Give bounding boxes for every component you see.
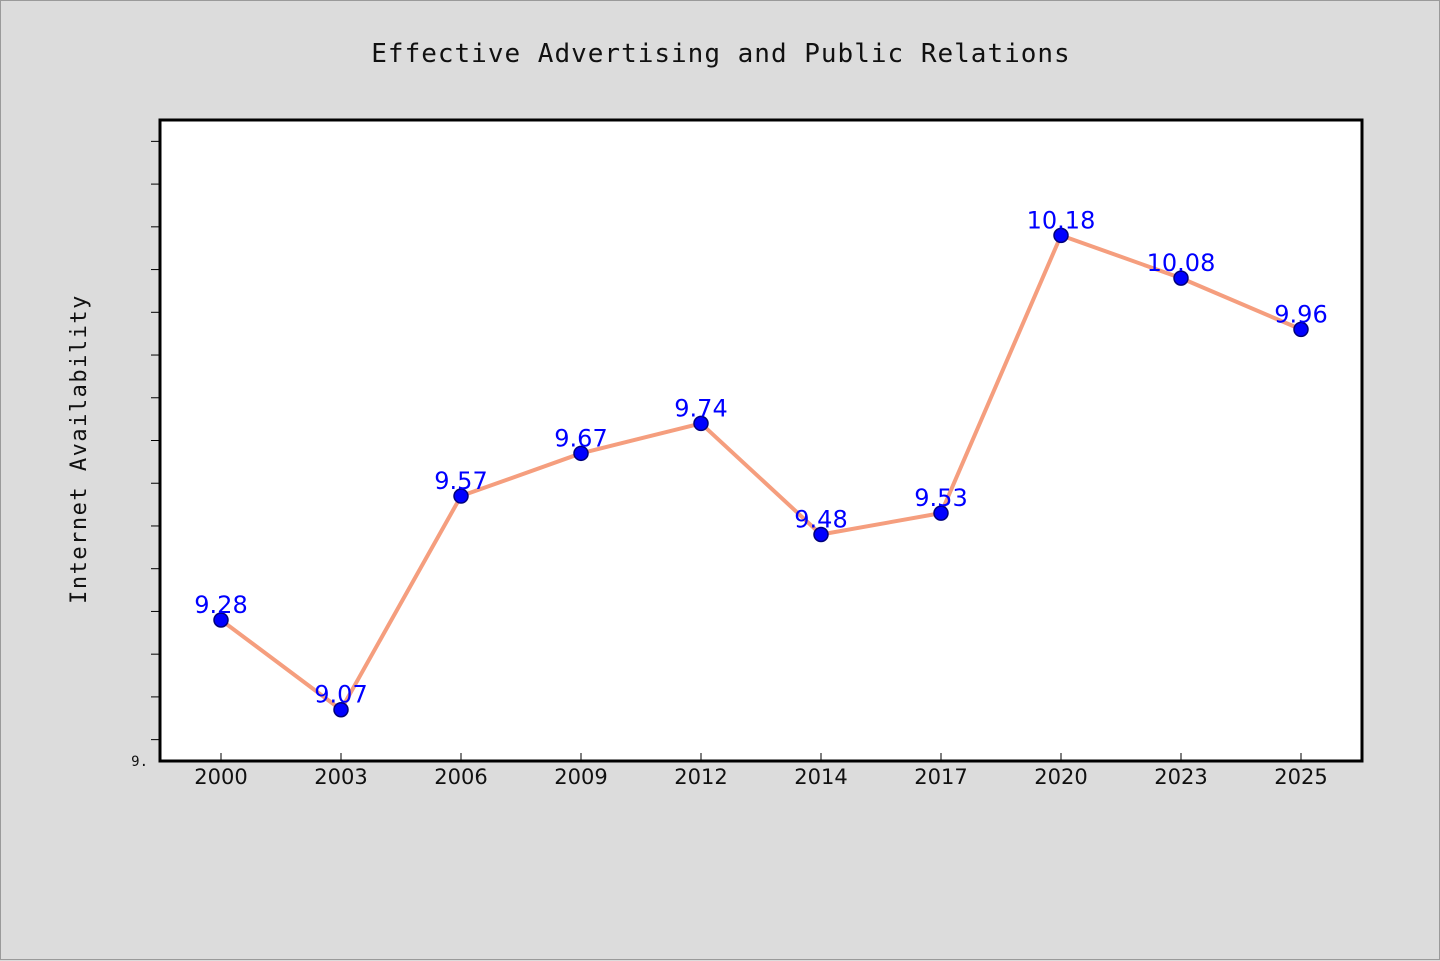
data-label: 9.67 [554,424,607,452]
data-label: 9.74 [674,394,727,422]
x-tick-label: 2020 [1034,765,1087,789]
data-point [453,488,469,504]
data-point [333,701,349,718]
data-label: 9.57 [434,467,487,495]
x-axis-ticks: 2000 2003 2006 2009 2012 2014 2017 2020 2023 2025 [194,753,1328,789]
plot-area [158,118,1364,763]
data-label: 9.96 [1274,300,1327,328]
chart-title: Effective Advertising and Public Relatio… [371,39,1070,69]
data-label: 10.18 [1027,206,1096,234]
data-point [573,445,589,462]
data-label: 10.08 [1147,249,1216,277]
x-tick-label: 2003 [314,765,367,789]
x-tick-label: 2025 [1274,765,1327,789]
y-axis-label: Internet Availability [67,294,92,604]
data-labels: 9.28 9.07 9.57 9.67 9.74 9.48 9.53 10.18 10.08 9.… [194,206,1327,708]
x-tick-label: 2000 [194,765,247,789]
data-point [213,612,229,628]
data-point [693,415,709,432]
data-point [1053,227,1069,244]
data-label: 9.53 [914,484,967,512]
x-tick-label: 2012 [674,765,727,789]
x-tick-label: 2017 [914,765,967,789]
data-label: 9.48 [794,506,847,534]
data-point [933,505,949,521]
data-label: 9.28 [194,591,247,619]
data-point [1173,270,1189,286]
x-tick-label: 2023 [1154,765,1207,789]
x-tick-label: 2014 [794,765,847,789]
data-point [1293,321,1309,338]
y-axis-ticks [151,140,160,741]
series-line [219,233,1302,712]
data-markers [213,227,1309,718]
data-point [813,526,829,543]
y-tick-label: 9. [131,754,148,770]
x-tick-label: 2009 [554,765,607,789]
x-tick-label: 2006 [434,765,487,789]
data-label: 9.07 [314,681,367,709]
